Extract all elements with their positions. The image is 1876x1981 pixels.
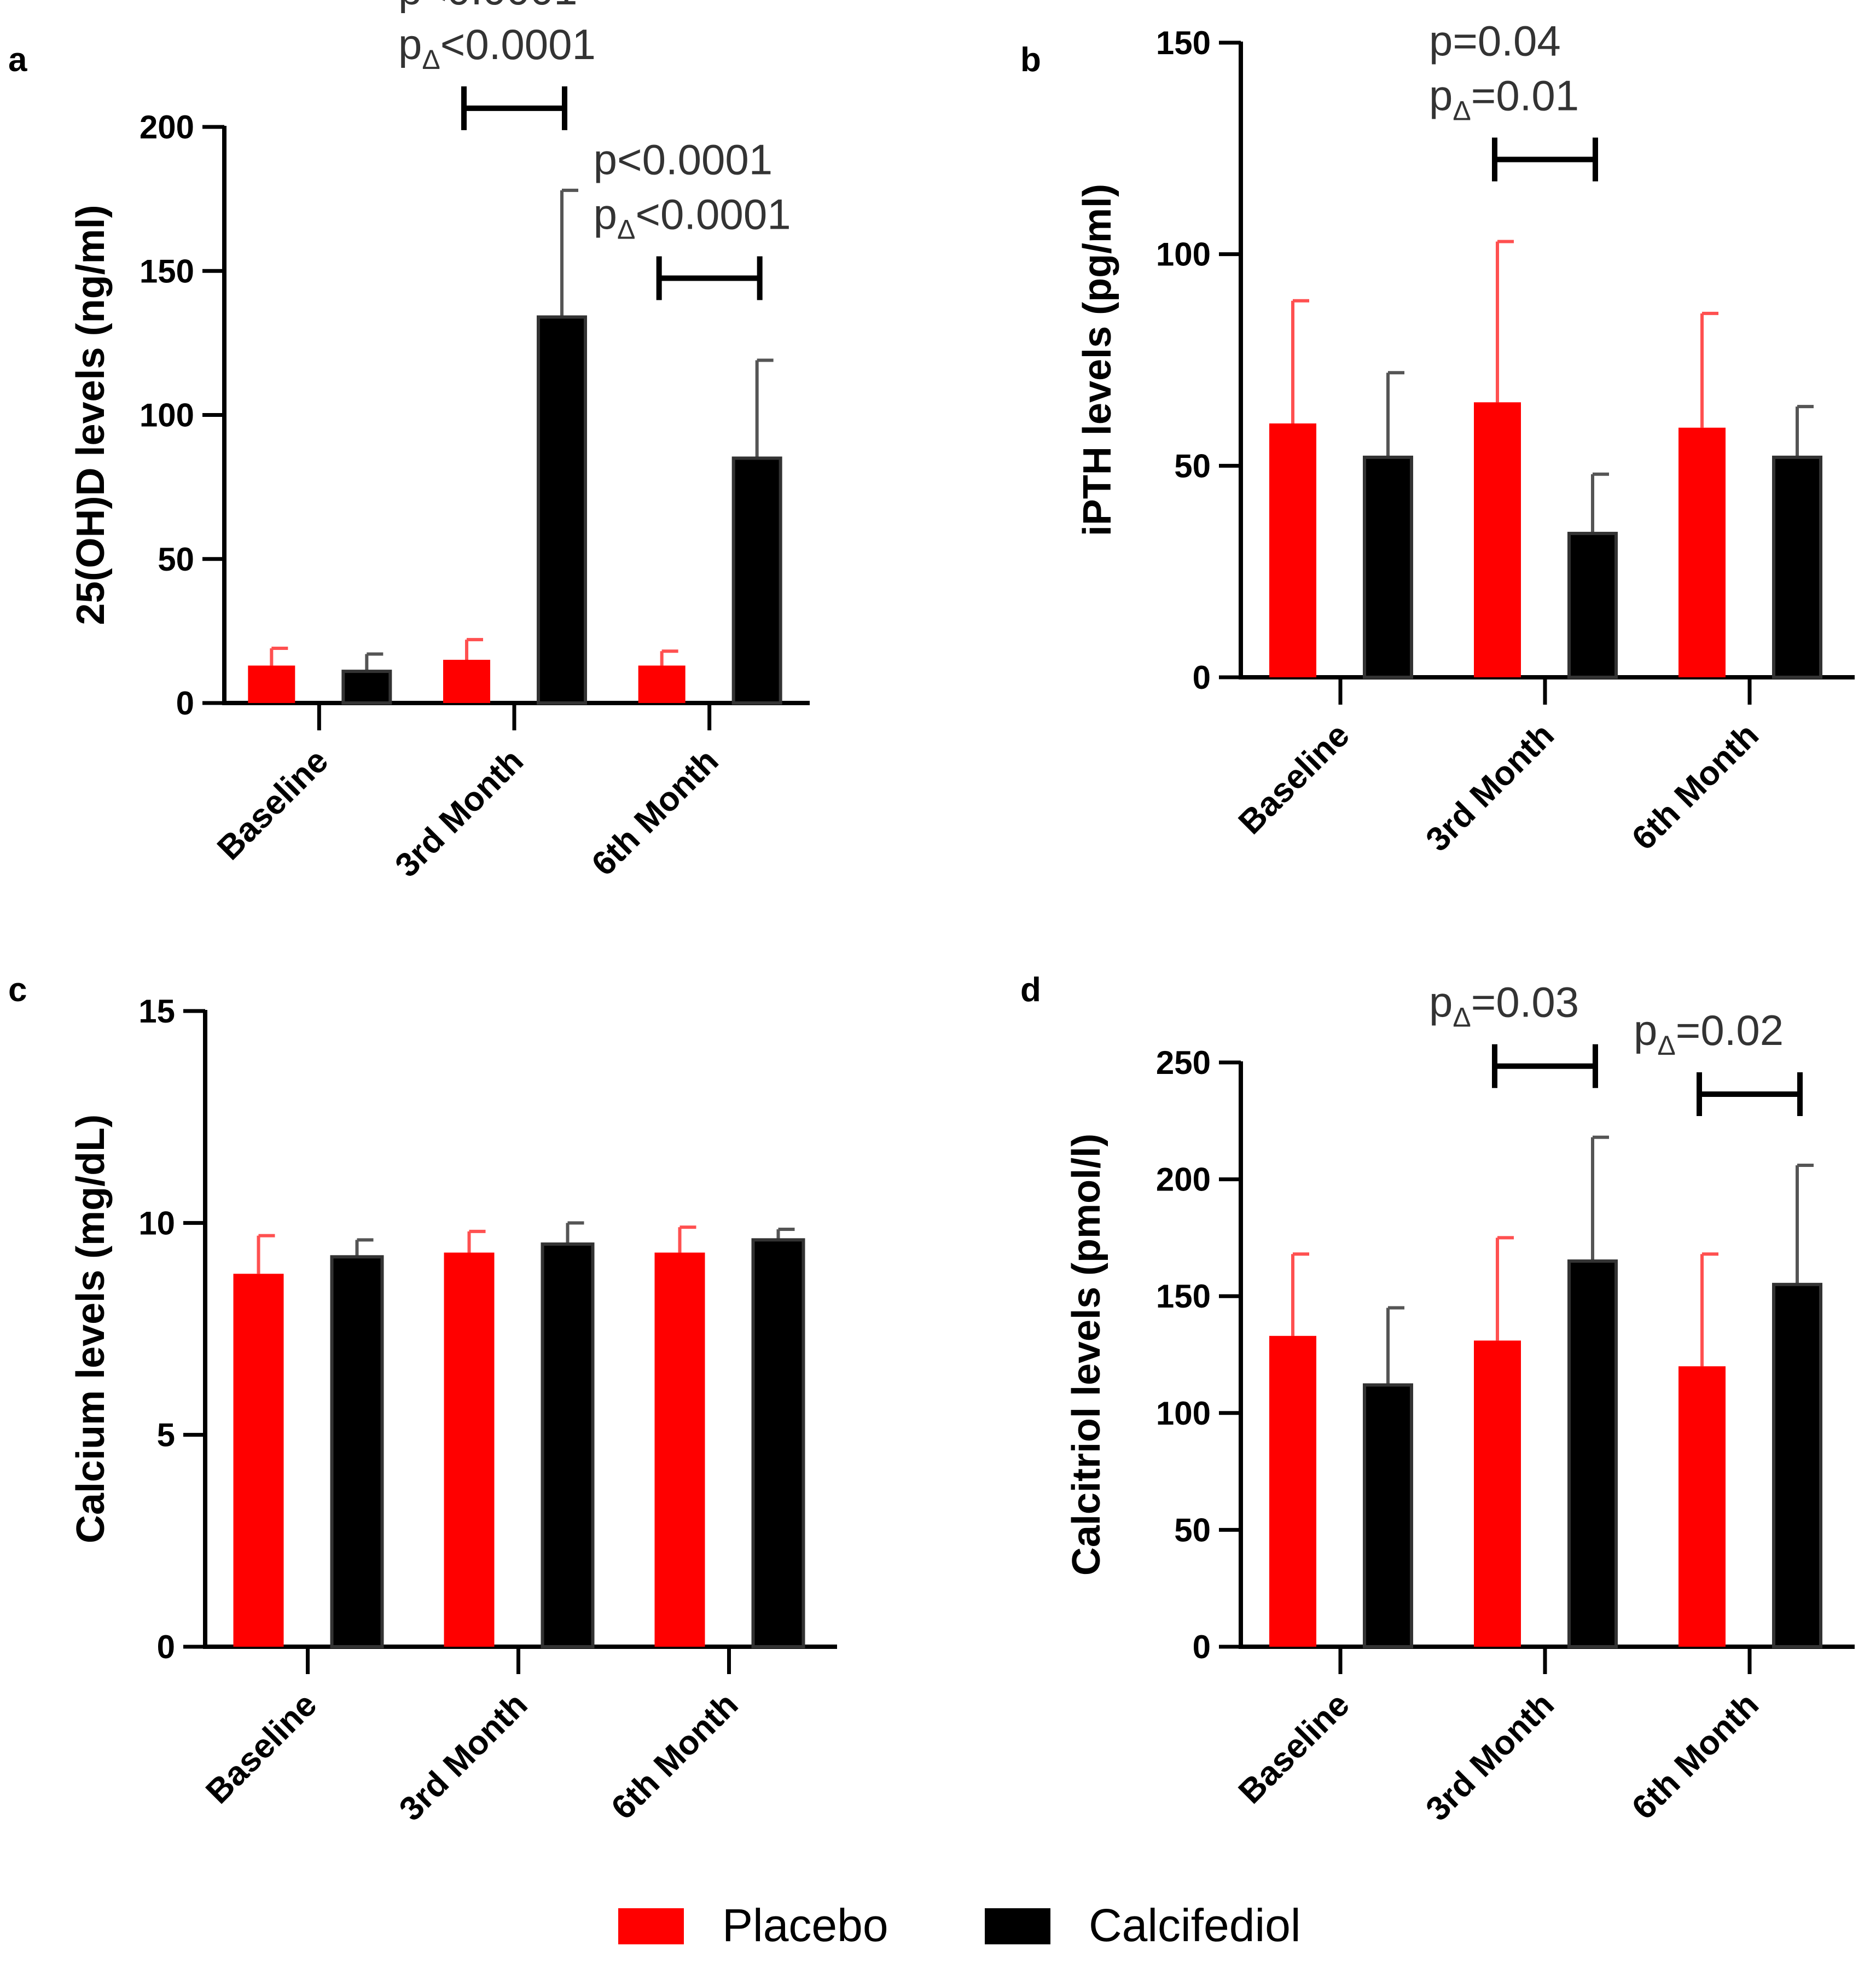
bar-calcifediol-6th-month xyxy=(751,1238,805,1649)
bar-calcifediol-3rd-month xyxy=(1567,532,1618,679)
bar-placebo-3rd-month xyxy=(444,1252,495,1647)
p-value-annotation: pΔ=0.02 xyxy=(1634,1006,1784,1061)
category-label: Baseline xyxy=(1232,716,1357,841)
y-tick-label: 50 xyxy=(158,541,194,578)
bar-calcifediol-6th-month xyxy=(1772,1282,1822,1649)
bar-placebo-3rd-month xyxy=(1474,1340,1521,1647)
category-label: 3rd Month xyxy=(1419,716,1561,859)
bar-calcifediol-baseline xyxy=(1363,1383,1413,1648)
category-label: 6th Month xyxy=(604,1686,745,1827)
chart-panel-a: a 25(OH)D levels (ng/ml) 0 50 100 150 200 Basel… xyxy=(8,0,810,885)
bar-placebo-6th-month xyxy=(1678,427,1726,677)
panel-label: a xyxy=(8,41,27,79)
p-value-annotation: p<0.0001 xyxy=(398,0,578,14)
category-label: 3rd Month xyxy=(1419,1686,1561,1828)
bar-calcifediol-3rd-month xyxy=(541,1242,595,1648)
bar-placebo-3rd-month xyxy=(1474,402,1521,677)
legend-label-calcifediol: Calcifediol xyxy=(1089,1899,1301,1951)
p-value-annotation: pΔ<0.0001 xyxy=(398,20,596,75)
p-value-annotation: pΔ=0.01 xyxy=(1429,71,1579,126)
y-tick-label: 150 xyxy=(1156,1278,1211,1315)
y-tick-label: 50 xyxy=(1174,1512,1211,1548)
bar-placebo-6th-month xyxy=(654,1252,705,1647)
bar-calcifediol-6th-month xyxy=(731,456,782,705)
bar-calcifediol-baseline xyxy=(1363,455,1413,679)
legend-swatch-placebo xyxy=(618,1908,684,1944)
category-label: Baseline xyxy=(210,742,335,867)
y-tick-label: 5 xyxy=(157,1417,175,1454)
legend-swatch-calcifediol xyxy=(985,1908,1050,1944)
p-value-annotation: p<0.0001 xyxy=(594,135,773,183)
y-axis-title: Calcium levels (mg/dL) xyxy=(69,1114,113,1543)
legend: Placebo Calcifediol xyxy=(618,1899,1301,1951)
y-tick-label: 100 xyxy=(140,397,194,434)
y-tick-label: 0 xyxy=(1193,659,1211,696)
bar-placebo-baseline xyxy=(248,665,295,703)
category-label: Baseline xyxy=(199,1686,324,1811)
y-tick-label: 200 xyxy=(140,109,194,146)
panel-label: b xyxy=(1020,41,1041,79)
y-axis-title: 25(OH)D levels (ng/ml) xyxy=(69,205,113,625)
category-label: 3rd Month xyxy=(388,742,531,885)
bar-placebo-6th-month xyxy=(1678,1366,1726,1647)
category-label: 6th Month xyxy=(1625,1686,1766,1827)
chart-panel-d: d Calcitriol levels (pmol/l) 0 50 100 150 200 2… xyxy=(1020,971,1855,1828)
y-tick-label: 0 xyxy=(176,685,194,722)
bar-calcifediol-3rd-month xyxy=(537,315,587,705)
y-tick-label: 0 xyxy=(1193,1629,1211,1665)
category-label: 6th Month xyxy=(584,742,725,883)
panel-label: c xyxy=(8,971,27,1009)
chart-panel-b: b iPTH levels (pg/ml) 0 50 100 150 Baseline 3rd… xyxy=(1020,16,1855,859)
y-tick-label: 250 xyxy=(1156,1044,1211,1081)
y-tick-label: 50 xyxy=(1174,448,1211,484)
y-tick-label: 15 xyxy=(138,993,175,1030)
bar-calcifediol-3rd-month xyxy=(1567,1259,1618,1649)
p-value-annotation: pΔ<0.0001 xyxy=(594,190,791,245)
y-tick-label: 150 xyxy=(140,253,194,289)
category-label: Baseline xyxy=(1232,1686,1357,1811)
bar-placebo-baseline xyxy=(1269,423,1316,677)
p-value-annotation: p=0.04 xyxy=(1429,16,1561,65)
category-label: 6th Month xyxy=(1625,716,1766,857)
bar-placebo-6th-month xyxy=(638,665,686,703)
p-value-annotation: pΔ=0.03 xyxy=(1429,978,1579,1033)
y-tick-label: 200 xyxy=(1156,1161,1211,1198)
y-tick-label: 150 xyxy=(1156,25,1211,61)
panel-label: d xyxy=(1020,971,1041,1009)
bar-placebo-baseline xyxy=(233,1274,284,1647)
y-axis-title: Calcitriol levels (pmol/l) xyxy=(1065,1134,1108,1576)
chart-panel-c: c Calcium levels (mg/dL) 0 5 10 15 Baseline 3rd… xyxy=(8,971,837,1828)
bar-calcifediol-baseline xyxy=(341,670,392,705)
category-label: 3rd Month xyxy=(392,1686,535,1828)
legend-label-placebo: Placebo xyxy=(722,1899,888,1951)
y-tick-label: 0 xyxy=(157,1629,175,1665)
bar-calcifediol-baseline xyxy=(330,1255,384,1648)
y-tick-label: 10 xyxy=(138,1205,175,1241)
y-tick-label: 100 xyxy=(1156,1395,1211,1432)
y-tick-label: 100 xyxy=(1156,236,1211,273)
bar-placebo-3rd-month xyxy=(443,660,490,703)
y-axis-title: iPTH levels (pg/ml) xyxy=(1076,184,1119,536)
bar-calcifediol-6th-month xyxy=(1772,455,1822,679)
bar-placebo-baseline xyxy=(1269,1335,1316,1647)
